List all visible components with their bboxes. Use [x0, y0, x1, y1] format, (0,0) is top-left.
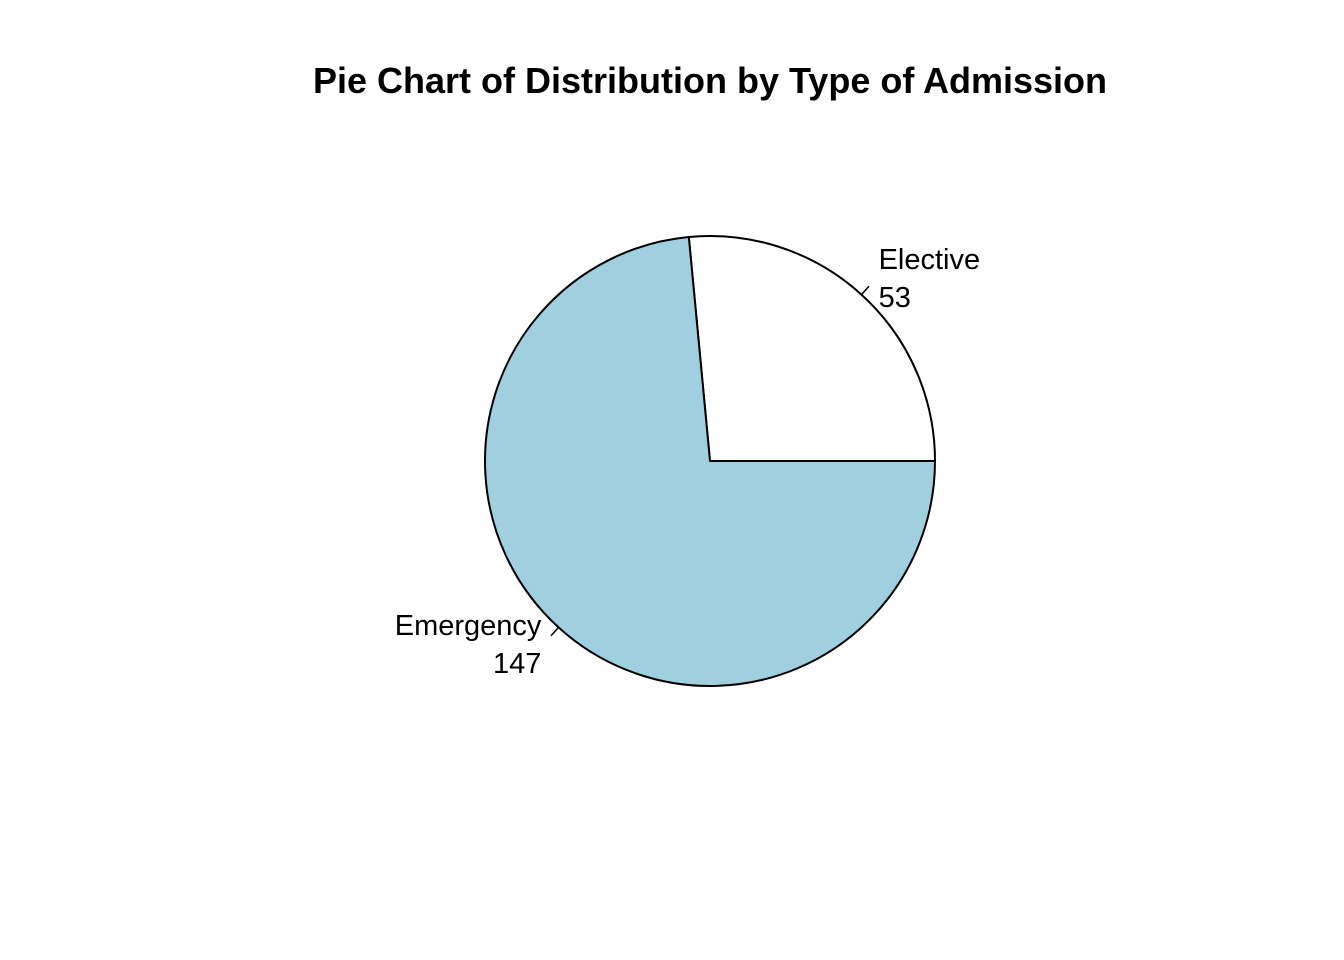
pie-slice-elective — [687, 235, 936, 462]
pie-slices — [484, 235, 936, 687]
slice-label-elective: Elective — [879, 244, 981, 276]
slice-value-emergency: 147 — [493, 648, 541, 680]
tick-elective — [860, 285, 870, 296]
label-ticks — [550, 285, 870, 637]
slice-value-elective: 53 — [879, 282, 911, 314]
tick-emergency — [550, 626, 560, 637]
slice-label-emergency: Emergency — [395, 610, 542, 642]
chart-title: Pie Chart of Distribution by Type of Adm… — [313, 60, 1107, 101]
slice-labels: Elective 53 Emergency 147 — [395, 244, 980, 680]
